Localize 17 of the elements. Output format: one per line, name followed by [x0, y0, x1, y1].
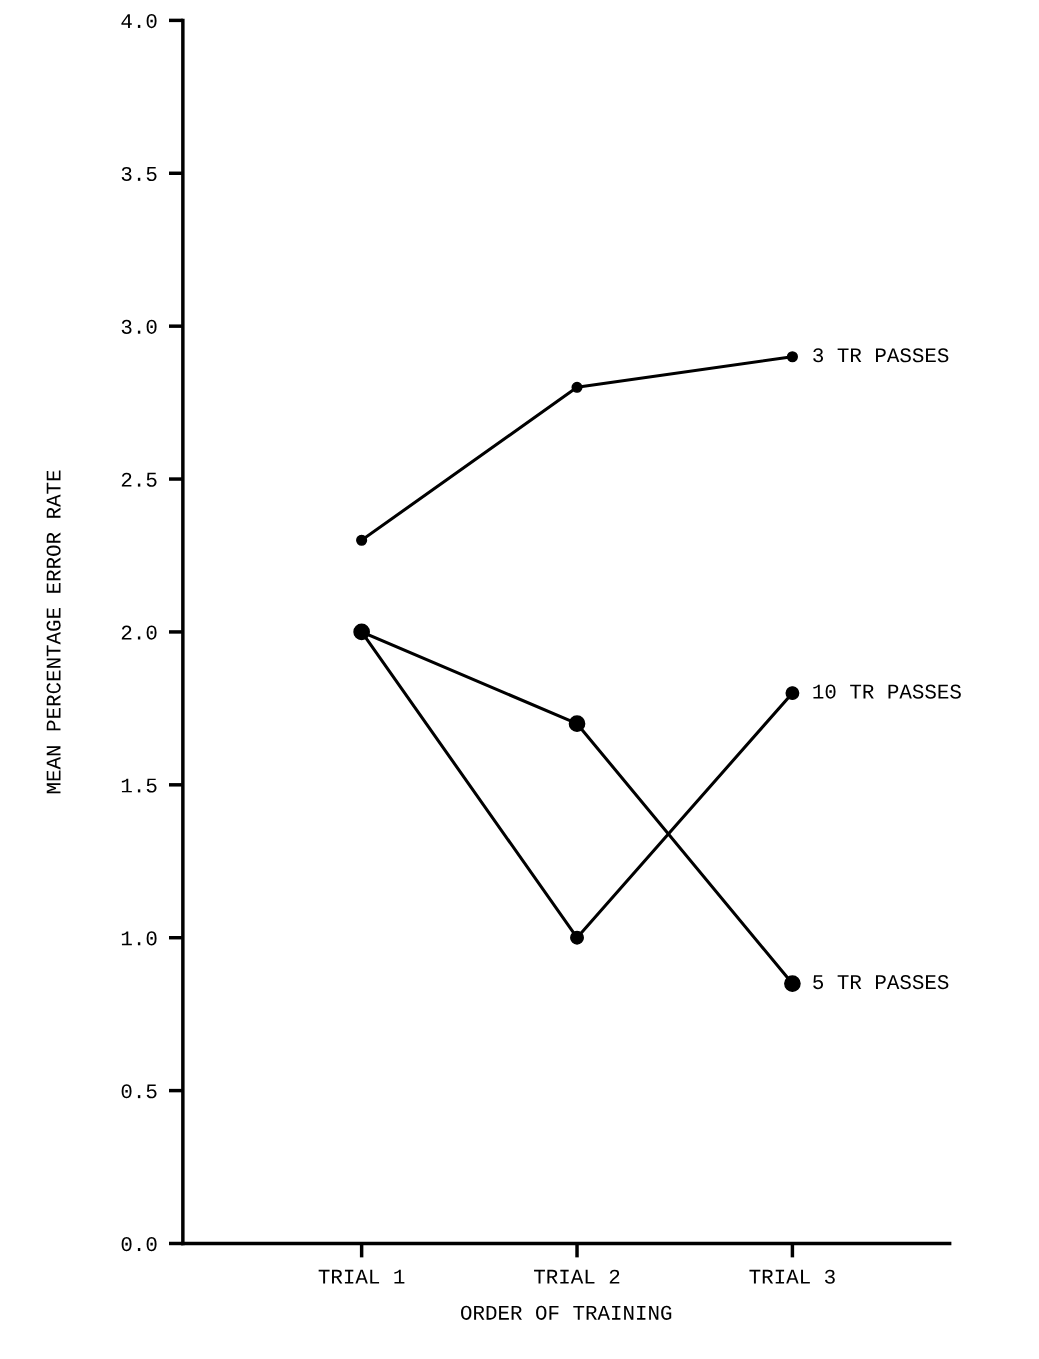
x-axis-title: ORDER OF TRAINING	[461, 1305, 672, 1320]
y-tick-label: 2.5	[121, 472, 157, 487]
y-tick-label: 4.0	[121, 14, 157, 29]
series-label: 3 TR PASSES	[813, 348, 949, 363]
y-tick-label: 3.0	[121, 319, 157, 334]
x-tick-label: TRIAL 2	[534, 1269, 620, 1284]
x-tick-label: TRIAL 1	[318, 1269, 405, 1284]
y-tick-label: 1.0	[121, 931, 157, 946]
y-tick-label: 0.0	[121, 1237, 157, 1252]
y-axis-title: MEAN PERCENTAGE ERROR RATE	[46, 470, 61, 794]
series-label: 10 TR PASSES	[813, 684, 961, 699]
series-label: 5 TR PASSES	[813, 975, 949, 990]
x-tick-label: TRIAL 3	[749, 1269, 835, 1284]
y-tick-label: 2.0	[121, 625, 157, 640]
y-tick-label: 3.5	[121, 166, 157, 182]
y-tick-label: 1.5	[121, 778, 157, 793]
y-tick-label: 0.5	[121, 1084, 157, 1099]
